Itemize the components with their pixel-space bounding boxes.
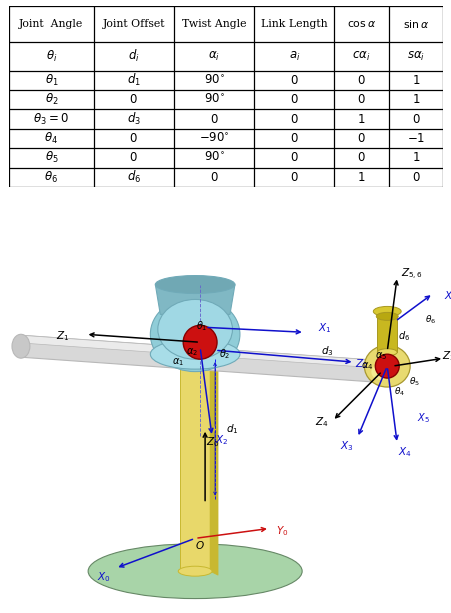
Text: $\theta_3=0$: $\theta_3=0$: [33, 112, 69, 127]
Text: $d_1$: $d_1$: [225, 422, 238, 436]
Polygon shape: [20, 335, 389, 383]
Text: $0$: $0$: [209, 171, 218, 184]
Text: $\alpha_2$: $\alpha_2$: [186, 346, 198, 358]
Text: $-1$: $-1$: [406, 132, 424, 145]
Ellipse shape: [88, 544, 301, 598]
Text: $1$: $1$: [411, 93, 419, 106]
Text: Joint Offset: Joint Offset: [102, 19, 165, 29]
Polygon shape: [377, 316, 396, 352]
Text: $Z_4$: $Z_4$: [314, 415, 327, 428]
Text: $0$: $0$: [129, 151, 138, 164]
Text: $\alpha_i$: $\alpha_i$: [207, 50, 220, 63]
Polygon shape: [180, 359, 210, 571]
Text: $X_6$: $X_6$: [443, 289, 451, 303]
Text: $d_1$: $d_1$: [127, 72, 140, 88]
Polygon shape: [21, 335, 389, 369]
Text: $a_i$: $a_i$: [288, 50, 299, 63]
Text: $X_1$: $X_1$: [317, 321, 331, 335]
Text: $\theta_1$: $\theta_1$: [196, 319, 207, 333]
Text: $\cos\alpha$: $\cos\alpha$: [346, 19, 375, 29]
Text: $\theta_2$: $\theta_2$: [45, 92, 58, 107]
Text: $-90^{\circ}$: $-90^{\circ}$: [198, 132, 229, 145]
Text: $d_3$: $d_3$: [127, 111, 140, 128]
Text: $Z_2$: $Z_2$: [354, 357, 367, 371]
Text: $0$: $0$: [356, 93, 365, 106]
Circle shape: [183, 326, 216, 359]
Text: $X_0$: $X_0$: [97, 570, 110, 584]
Text: $0$: $0$: [290, 113, 298, 126]
Text: $\theta_6$: $\theta_6$: [424, 313, 436, 326]
Text: $\alpha_4$: $\alpha_4$: [360, 360, 373, 372]
Ellipse shape: [150, 339, 239, 369]
Circle shape: [374, 354, 398, 378]
Ellipse shape: [150, 297, 239, 371]
Text: $\theta_5$: $\theta_5$: [408, 376, 419, 388]
Text: $0$: $0$: [290, 171, 298, 184]
Polygon shape: [210, 359, 217, 575]
Text: $\theta_6$: $\theta_6$: [44, 170, 58, 185]
Text: $0$: $0$: [410, 171, 419, 184]
Ellipse shape: [178, 354, 212, 364]
Text: $0$: $0$: [209, 113, 218, 126]
Text: $\sin\alpha$: $\sin\alpha$: [402, 18, 428, 30]
Text: $90^{\circ}$: $90^{\circ}$: [203, 151, 224, 164]
Text: $Z_3$: $Z_3$: [441, 349, 451, 363]
Text: $Y_0$: $Y_0$: [275, 525, 287, 538]
Text: $X_3$: $X_3$: [339, 439, 353, 452]
Text: $\theta_4$: $\theta_4$: [44, 131, 58, 146]
Text: $\theta_4$: $\theta_4$: [393, 386, 404, 398]
Ellipse shape: [376, 313, 397, 321]
Text: $0$: $0$: [290, 151, 298, 164]
Text: $0$: $0$: [356, 151, 365, 164]
Text: $s\alpha_i$: $s\alpha_i$: [406, 50, 424, 63]
Text: $X_5$: $X_5$: [416, 411, 428, 425]
Text: $\theta_5$: $\theta_5$: [44, 150, 58, 166]
Ellipse shape: [178, 566, 212, 576]
Text: $\theta_i$: $\theta_i$: [46, 49, 57, 64]
Text: $0$: $0$: [129, 132, 138, 145]
Text: $X_2$: $X_2$: [215, 433, 228, 447]
Text: $0$: $0$: [290, 93, 298, 106]
Text: $1$: $1$: [357, 171, 365, 184]
Text: $1$: $1$: [357, 113, 365, 126]
Text: $d_6$: $d_6$: [126, 169, 141, 185]
Text: $\alpha_1$: $\alpha_1$: [172, 356, 184, 368]
Text: $Z_{5,6}$: $Z_{5,6}$: [400, 267, 422, 282]
Ellipse shape: [157, 299, 232, 359]
Ellipse shape: [155, 276, 235, 294]
Text: $O$: $O$: [195, 539, 205, 551]
Text: $0$: $0$: [129, 93, 138, 106]
Text: $Z_0$: $Z_0$: [206, 435, 219, 449]
Text: Link Length: Link Length: [260, 19, 327, 29]
Text: $\theta_2$: $\theta_2$: [219, 348, 230, 361]
Text: $\alpha_5$: $\alpha_5$: [374, 350, 387, 362]
Text: Joint  Angle: Joint Angle: [19, 19, 83, 29]
Ellipse shape: [373, 306, 400, 316]
Text: $1$: $1$: [411, 151, 419, 164]
Ellipse shape: [377, 349, 396, 356]
Text: $0$: $0$: [290, 74, 298, 87]
Text: $0$: $0$: [356, 132, 365, 145]
Text: $Z_1$: $Z_1$: [56, 329, 69, 343]
Text: $0$: $0$: [290, 132, 298, 145]
Ellipse shape: [371, 364, 391, 380]
Text: $d_i$: $d_i$: [128, 48, 139, 64]
Text: $0$: $0$: [410, 113, 419, 126]
Ellipse shape: [12, 334, 30, 358]
Text: $d_3$: $d_3$: [321, 345, 333, 358]
Text: $X_4$: $X_4$: [397, 445, 411, 459]
Polygon shape: [155, 284, 235, 314]
Text: $d_6$: $d_6$: [397, 329, 410, 343]
Text: Twist Angle: Twist Angle: [181, 19, 246, 29]
Ellipse shape: [364, 345, 409, 387]
Text: $\theta_1$: $\theta_1$: [44, 73, 58, 88]
Text: $0$: $0$: [356, 74, 365, 87]
Text: $1$: $1$: [411, 74, 419, 87]
Text: $90^{\circ}$: $90^{\circ}$: [203, 74, 224, 87]
Text: $90^{\circ}$: $90^{\circ}$: [203, 93, 224, 106]
Text: $c\alpha_i$: $c\alpha_i$: [352, 50, 370, 63]
